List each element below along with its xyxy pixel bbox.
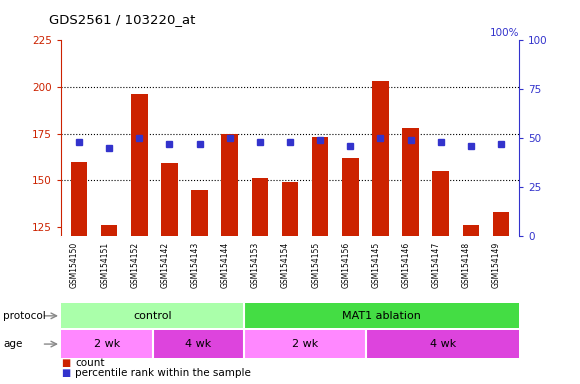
Text: MAT1 ablation: MAT1 ablation: [342, 311, 421, 321]
Bar: [342, 158, 358, 236]
Bar: [61, 303, 244, 328]
Text: count: count: [75, 358, 105, 368]
Bar: [222, 134, 238, 236]
Text: 2 wk: 2 wk: [292, 339, 318, 349]
Text: GSM154144: GSM154144: [221, 242, 230, 288]
Bar: [71, 162, 87, 236]
Text: GSM154150: GSM154150: [70, 242, 79, 288]
Bar: [372, 81, 389, 236]
Text: GSM154148: GSM154148: [462, 242, 471, 288]
Bar: [403, 128, 419, 236]
Text: GSM154154: GSM154154: [281, 242, 290, 288]
Text: GSM154151: GSM154151: [100, 242, 109, 288]
Text: GSM154147: GSM154147: [432, 242, 441, 288]
Text: GSM154142: GSM154142: [161, 242, 169, 288]
Bar: [161, 164, 177, 236]
Bar: [282, 182, 298, 236]
Text: 4 wk: 4 wk: [430, 339, 456, 349]
Bar: [131, 94, 147, 236]
Bar: [367, 330, 519, 358]
Text: ■: ■: [61, 368, 70, 378]
Text: percentile rank within the sample: percentile rank within the sample: [75, 368, 251, 378]
Text: age: age: [3, 339, 22, 349]
Text: 100%: 100%: [490, 28, 519, 38]
Text: GSM154152: GSM154152: [130, 242, 139, 288]
Bar: [312, 137, 328, 236]
Bar: [244, 303, 519, 328]
Bar: [252, 178, 268, 236]
Bar: [463, 225, 479, 236]
Text: GSM154149: GSM154149: [492, 242, 501, 288]
Text: protocol: protocol: [3, 311, 46, 321]
Bar: [493, 212, 509, 236]
Text: GSM154156: GSM154156: [341, 242, 350, 288]
Text: GSM154155: GSM154155: [311, 242, 320, 288]
Text: GSM154145: GSM154145: [371, 242, 380, 288]
Text: GDS2561 / 103220_at: GDS2561 / 103220_at: [49, 13, 195, 26]
Text: 2 wk: 2 wk: [93, 339, 120, 349]
Text: ■: ■: [61, 358, 70, 368]
Bar: [191, 190, 208, 236]
Text: GSM154146: GSM154146: [401, 242, 411, 288]
Text: GSM154153: GSM154153: [251, 242, 260, 288]
Bar: [153, 330, 244, 358]
Bar: [244, 330, 367, 358]
Text: GSM154143: GSM154143: [191, 242, 200, 288]
Bar: [101, 225, 117, 236]
Text: 4 wk: 4 wk: [185, 339, 212, 349]
Text: control: control: [133, 311, 172, 321]
Bar: [61, 330, 153, 358]
Bar: [433, 171, 449, 236]
